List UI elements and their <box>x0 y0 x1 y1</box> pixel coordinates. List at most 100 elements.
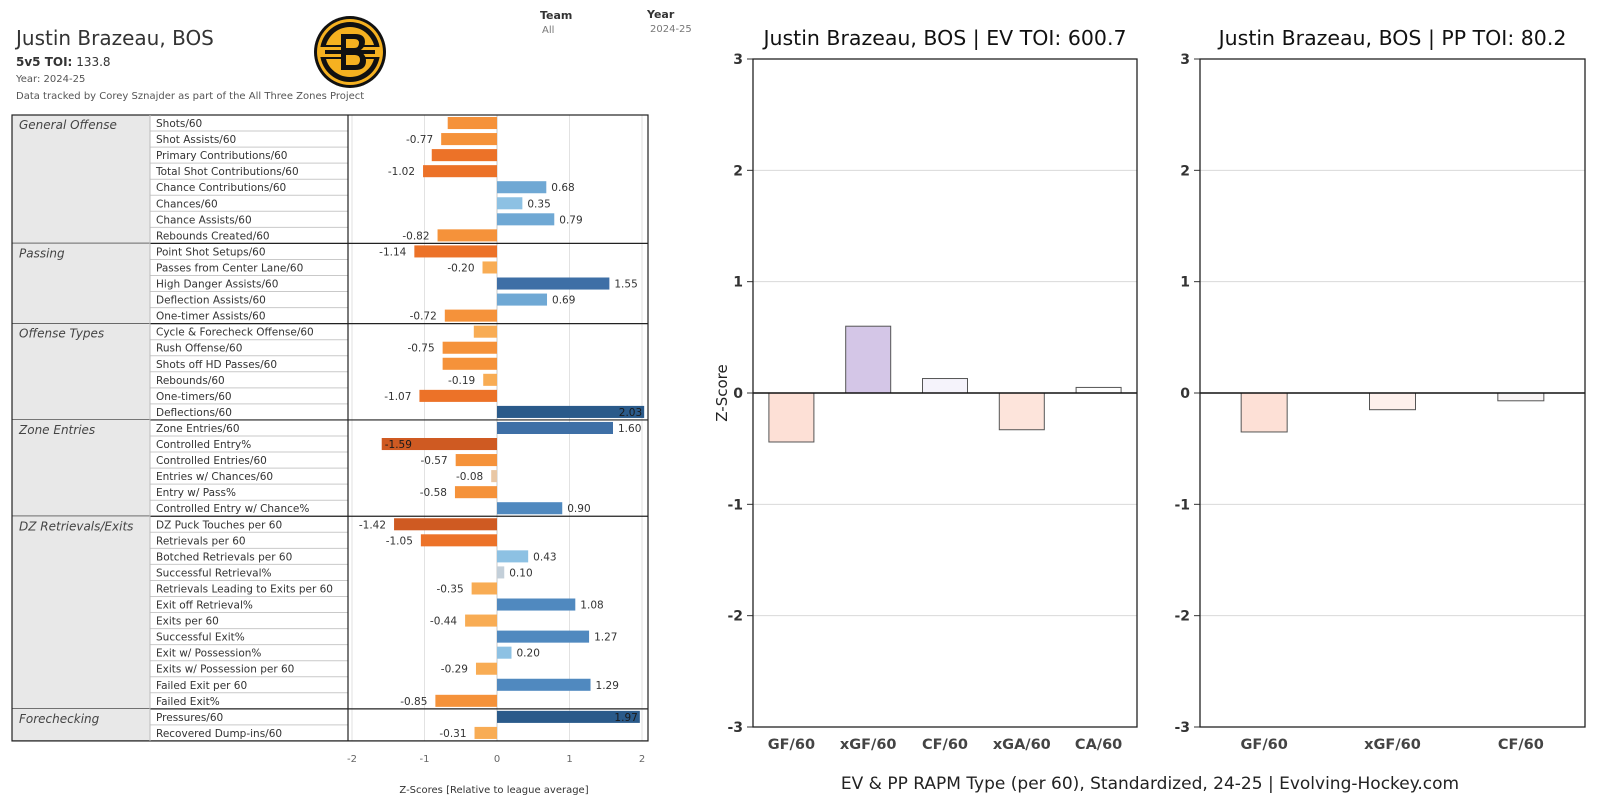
data-label: 0.35 <box>527 198 550 210</box>
data-label: -0.31 <box>439 728 466 740</box>
rapm-bar <box>922 378 968 394</box>
data-label: -0.82 <box>402 230 429 242</box>
data-label: -0.85 <box>400 696 427 708</box>
metric-bar <box>420 534 497 547</box>
x-tick-label: GF/60 <box>1241 737 1288 753</box>
metric-bar <box>497 598 576 611</box>
metric-label: Passes from Center Lane/60 <box>156 262 303 274</box>
panel-title: Justin Brazeau, BOS | EV TOI: 600.7 <box>761 26 1126 51</box>
metric-bar <box>497 181 547 194</box>
data-label: 1.55 <box>614 279 637 291</box>
source-line: Data tracked by Corey Sznajder as part o… <box>16 91 365 102</box>
metric-bar <box>454 486 497 499</box>
data-label: 1.08 <box>580 600 603 612</box>
metric-label: Exit w/ Possession% <box>156 648 261 660</box>
metric-label: Controlled Entry w/ Chance% <box>156 503 309 515</box>
team-filter-label: Team <box>540 9 573 22</box>
y-tick-label: -2 <box>1174 609 1190 625</box>
metric-label: Entry w/ Pass% <box>156 487 236 499</box>
metric-bar <box>497 197 523 210</box>
metric-label: Rebounds/60 <box>156 375 225 387</box>
metric-label: Total Shot Contributions/60 <box>155 166 299 178</box>
metric-label: Chance Contributions/60 <box>156 182 286 194</box>
metric-label: Controlled Entry% <box>156 439 251 451</box>
metric-label: Successful Retrieval% <box>156 567 272 579</box>
group-cell <box>12 323 150 420</box>
metric-bar <box>474 726 497 739</box>
metric-bar <box>483 373 497 386</box>
x-axis-label: Z-Scores [Relative to league average] <box>399 785 588 796</box>
metric-bar <box>491 470 497 483</box>
y-tick-label: 1 <box>1180 275 1190 291</box>
data-label: 0.43 <box>533 551 556 563</box>
year-filter-value[interactable]: 2024-25 <box>650 24 692 35</box>
data-label: -0.20 <box>447 262 474 274</box>
metric-bar <box>497 550 529 563</box>
rapm-bar <box>845 325 892 394</box>
x-tick-label: CF/60 <box>1498 737 1544 753</box>
data-label: -0.77 <box>406 134 433 146</box>
metric-bar <box>497 277 610 290</box>
metric-bar <box>435 694 497 707</box>
metric-bar <box>497 566 505 579</box>
metric-label: Recovered Dump-ins/60 <box>156 728 282 740</box>
metric-bar <box>497 213 555 226</box>
y-tick-label: -2 <box>727 609 743 625</box>
metric-bar <box>497 630 590 643</box>
y-tick-label: 2 <box>733 163 743 179</box>
x-tick-label: -2 <box>347 754 357 765</box>
metric-bar <box>414 245 497 258</box>
metric-label: Exit off Retrieval% <box>156 600 253 612</box>
metric-bar <box>447 117 497 130</box>
metric-label: Retrievals Leading to Exits per 60 <box>156 583 333 595</box>
rapm-bar <box>768 392 815 443</box>
y-tick-label: 0 <box>1180 386 1190 402</box>
metric-label: Exits per 60 <box>156 616 219 628</box>
group-label: Zone Entries <box>18 423 95 437</box>
footer-caption: EV & PP RAPM Type (per 60), Standardized… <box>840 774 1460 794</box>
metric-bar <box>497 502 563 515</box>
metric-label: Cycle & Forecheck Offense/60 <box>156 327 314 339</box>
group-label: General Offense <box>19 118 117 132</box>
data-label: 1.97 <box>614 712 637 724</box>
data-label: -0.35 <box>436 583 463 595</box>
x-tick-label: GF/60 <box>768 737 815 753</box>
data-label: -0.29 <box>441 664 468 676</box>
y-axis-label: Z-Score <box>713 364 731 421</box>
metric-label: Rush Offense/60 <box>156 343 242 355</box>
metric-bar <box>394 518 497 531</box>
team-filter-value[interactable]: All <box>542 25 555 36</box>
data-label: -1.07 <box>384 391 411 403</box>
x-tick-label: xGF/60 <box>1364 737 1421 753</box>
metric-label: Shots/60 <box>156 118 202 130</box>
y-tick-label: 3 <box>733 52 743 68</box>
group-cell <box>12 708 150 741</box>
y-tick-label: 1 <box>733 275 743 291</box>
metric-label: Shot Assists/60 <box>156 134 236 146</box>
metric-bar <box>423 165 497 178</box>
metric-label: Rebounds Created/60 <box>156 230 270 242</box>
data-label: 0.69 <box>552 295 575 307</box>
data-label: -1.05 <box>386 535 413 547</box>
data-label: 1.60 <box>618 423 641 435</box>
metric-label: Point Shot Setups/60 <box>156 246 266 258</box>
y-tick-label: -1 <box>727 497 743 513</box>
metric-label: Failed Exit% <box>156 696 220 708</box>
group-cell <box>12 419 150 517</box>
x-tick-label: 0 <box>494 754 500 765</box>
x-tick-label: CA/60 <box>1075 737 1122 753</box>
plot-frame <box>1199 58 1586 728</box>
metric-label: Entries w/ Chances/60 <box>156 471 273 483</box>
year-line: Year: 2024-25 <box>16 74 86 85</box>
metric-bar <box>431 149 497 162</box>
data-label: 0.90 <box>567 503 590 515</box>
metric-bar <box>455 454 497 467</box>
metric-bar <box>419 389 497 402</box>
metric-label: Primary Contributions/60 <box>156 150 287 162</box>
group-cell <box>12 243 150 324</box>
metric-label: Retrievals per 60 <box>156 535 246 547</box>
metric-label: One-timers/60 <box>156 391 232 403</box>
x-tick-label: xGF/60 <box>840 737 897 753</box>
metric-bar <box>473 325 497 338</box>
